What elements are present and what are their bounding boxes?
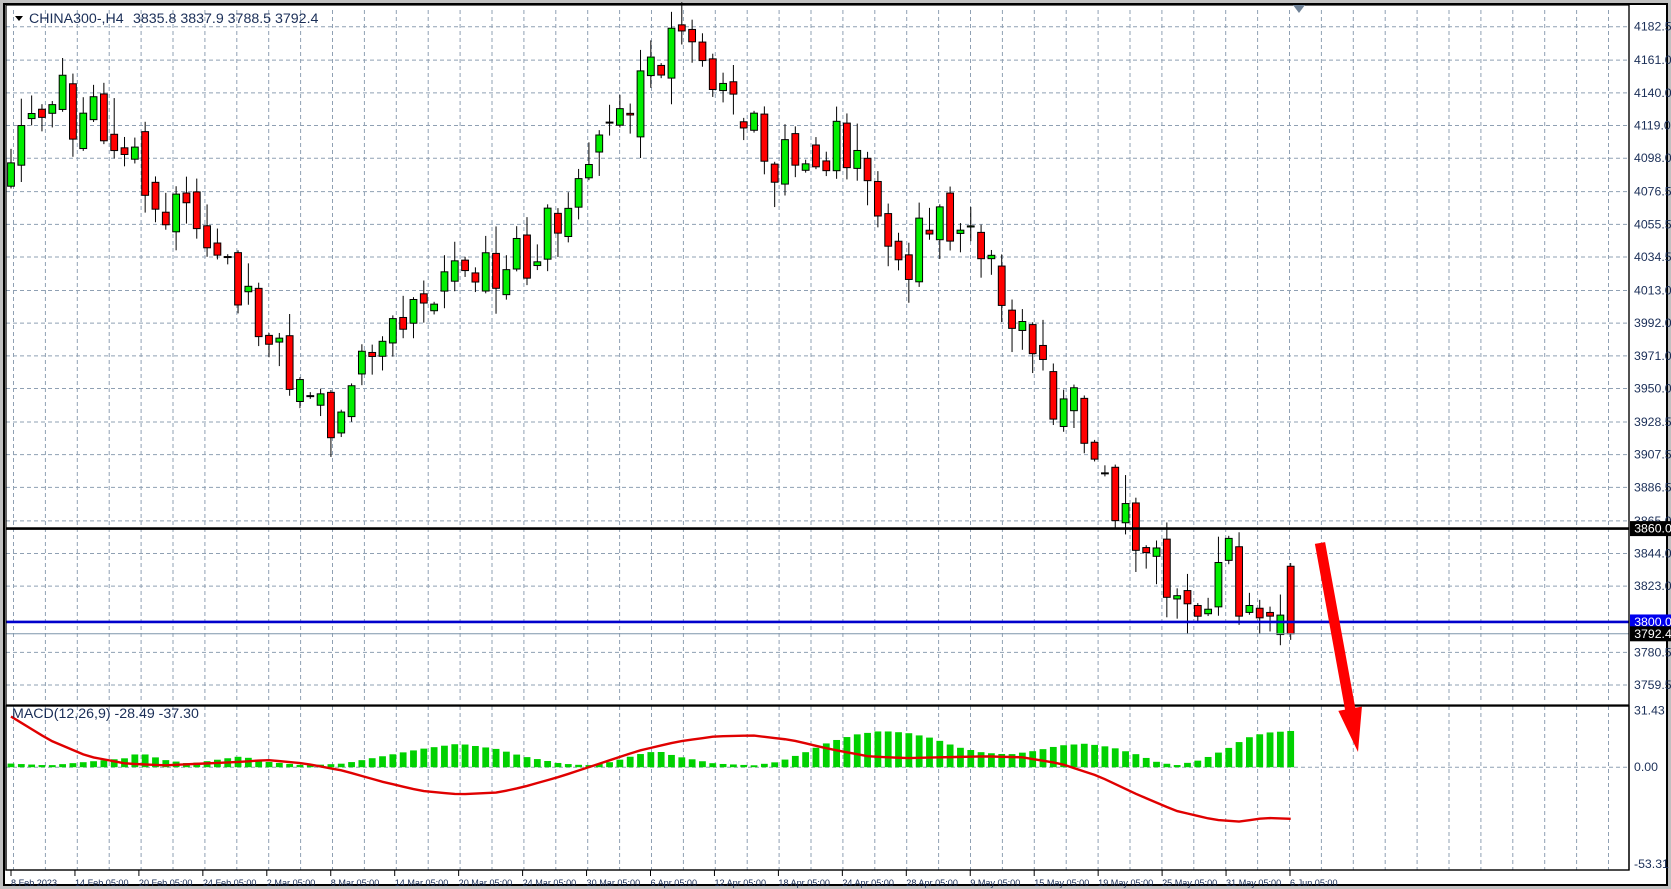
svg-text:3792.4: 3792.4	[1634, 627, 1671, 641]
svg-text:6 Jun 05:00: 6 Jun 05:00	[1290, 878, 1338, 888]
svg-text:24 Mar 05:00: 24 Mar 05:00	[523, 878, 577, 888]
svg-text:4140.0: 4140.0	[1634, 86, 1671, 100]
svg-text:3992.0: 3992.0	[1634, 316, 1671, 330]
svg-text:31.43: 31.43	[1634, 703, 1665, 717]
svg-text:14 Feb 05:00: 14 Feb 05:00	[75, 878, 129, 888]
svg-text:3823.0: 3823.0	[1634, 579, 1671, 593]
svg-text:2 Mar 05:00: 2 Mar 05:00	[267, 878, 316, 888]
svg-text:3759.5: 3759.5	[1634, 678, 1671, 692]
svg-text:8 Feb 2023: 8 Feb 2023	[11, 878, 57, 888]
svg-text:24 Apr 05:00: 24 Apr 05:00	[842, 878, 894, 888]
svg-text:3844.0: 3844.0	[1634, 546, 1671, 560]
svg-text:4182.5: 4182.5	[1634, 20, 1671, 34]
svg-text:4161.0: 4161.0	[1634, 53, 1671, 67]
svg-text:14 Mar 05:00: 14 Mar 05:00	[395, 878, 449, 888]
svg-text:CHINA300-,H4: CHINA300-,H4	[29, 11, 124, 27]
svg-text:3886.5: 3886.5	[1634, 480, 1671, 494]
svg-text:19 May 05:00: 19 May 05:00	[1098, 878, 1153, 888]
svg-text:30 Mar 05:00: 30 Mar 05:00	[587, 878, 641, 888]
svg-text:31 May 05:00: 31 May 05:00	[1226, 878, 1281, 888]
svg-text:0.00: 0.00	[1634, 760, 1658, 774]
svg-text:4098.0: 4098.0	[1634, 151, 1671, 165]
svg-text:25 May 05:00: 25 May 05:00	[1162, 878, 1217, 888]
svg-text:3971.0: 3971.0	[1634, 349, 1671, 363]
svg-text:4076.5: 4076.5	[1634, 185, 1671, 199]
svg-text:20 Feb 05:00: 20 Feb 05:00	[139, 878, 193, 888]
svg-text:6 Apr 05:00: 6 Apr 05:00	[651, 878, 698, 888]
svg-text:MACD(12,26,9) -28.49 -37.30: MACD(12,26,9) -28.49 -37.30	[12, 706, 199, 722]
svg-text:3928.5: 3928.5	[1634, 415, 1671, 429]
svg-text:3950.0: 3950.0	[1634, 382, 1671, 396]
svg-text:4013.0: 4013.0	[1634, 283, 1671, 297]
svg-text:12 Apr 05:00: 12 Apr 05:00	[714, 878, 766, 888]
svg-text:28 Apr 05:00: 28 Apr 05:00	[906, 878, 958, 888]
svg-text:8 Mar 05:00: 8 Mar 05:00	[331, 878, 380, 888]
svg-text:3907.5: 3907.5	[1634, 448, 1671, 462]
svg-text:15 May 05:00: 15 May 05:00	[1034, 878, 1089, 888]
svg-text:4055.5: 4055.5	[1634, 217, 1671, 231]
svg-text:3835.8 3837.9 3788.5 3792.4: 3835.8 3837.9 3788.5 3792.4	[133, 11, 319, 27]
svg-text:20 Mar 05:00: 20 Mar 05:00	[459, 878, 513, 888]
svg-text:3780.5: 3780.5	[1634, 645, 1671, 659]
svg-text:24 Feb 05:00: 24 Feb 05:00	[203, 878, 257, 888]
svg-text:18 Apr 05:00: 18 Apr 05:00	[778, 878, 830, 888]
svg-text:-53.31: -53.31	[1634, 857, 1669, 871]
svg-text:3860.0: 3860.0	[1634, 522, 1671, 536]
svg-text:4034.5: 4034.5	[1634, 250, 1671, 264]
svg-text:4119.0: 4119.0	[1634, 119, 1671, 133]
svg-text:9 May 05:00: 9 May 05:00	[970, 878, 1020, 888]
